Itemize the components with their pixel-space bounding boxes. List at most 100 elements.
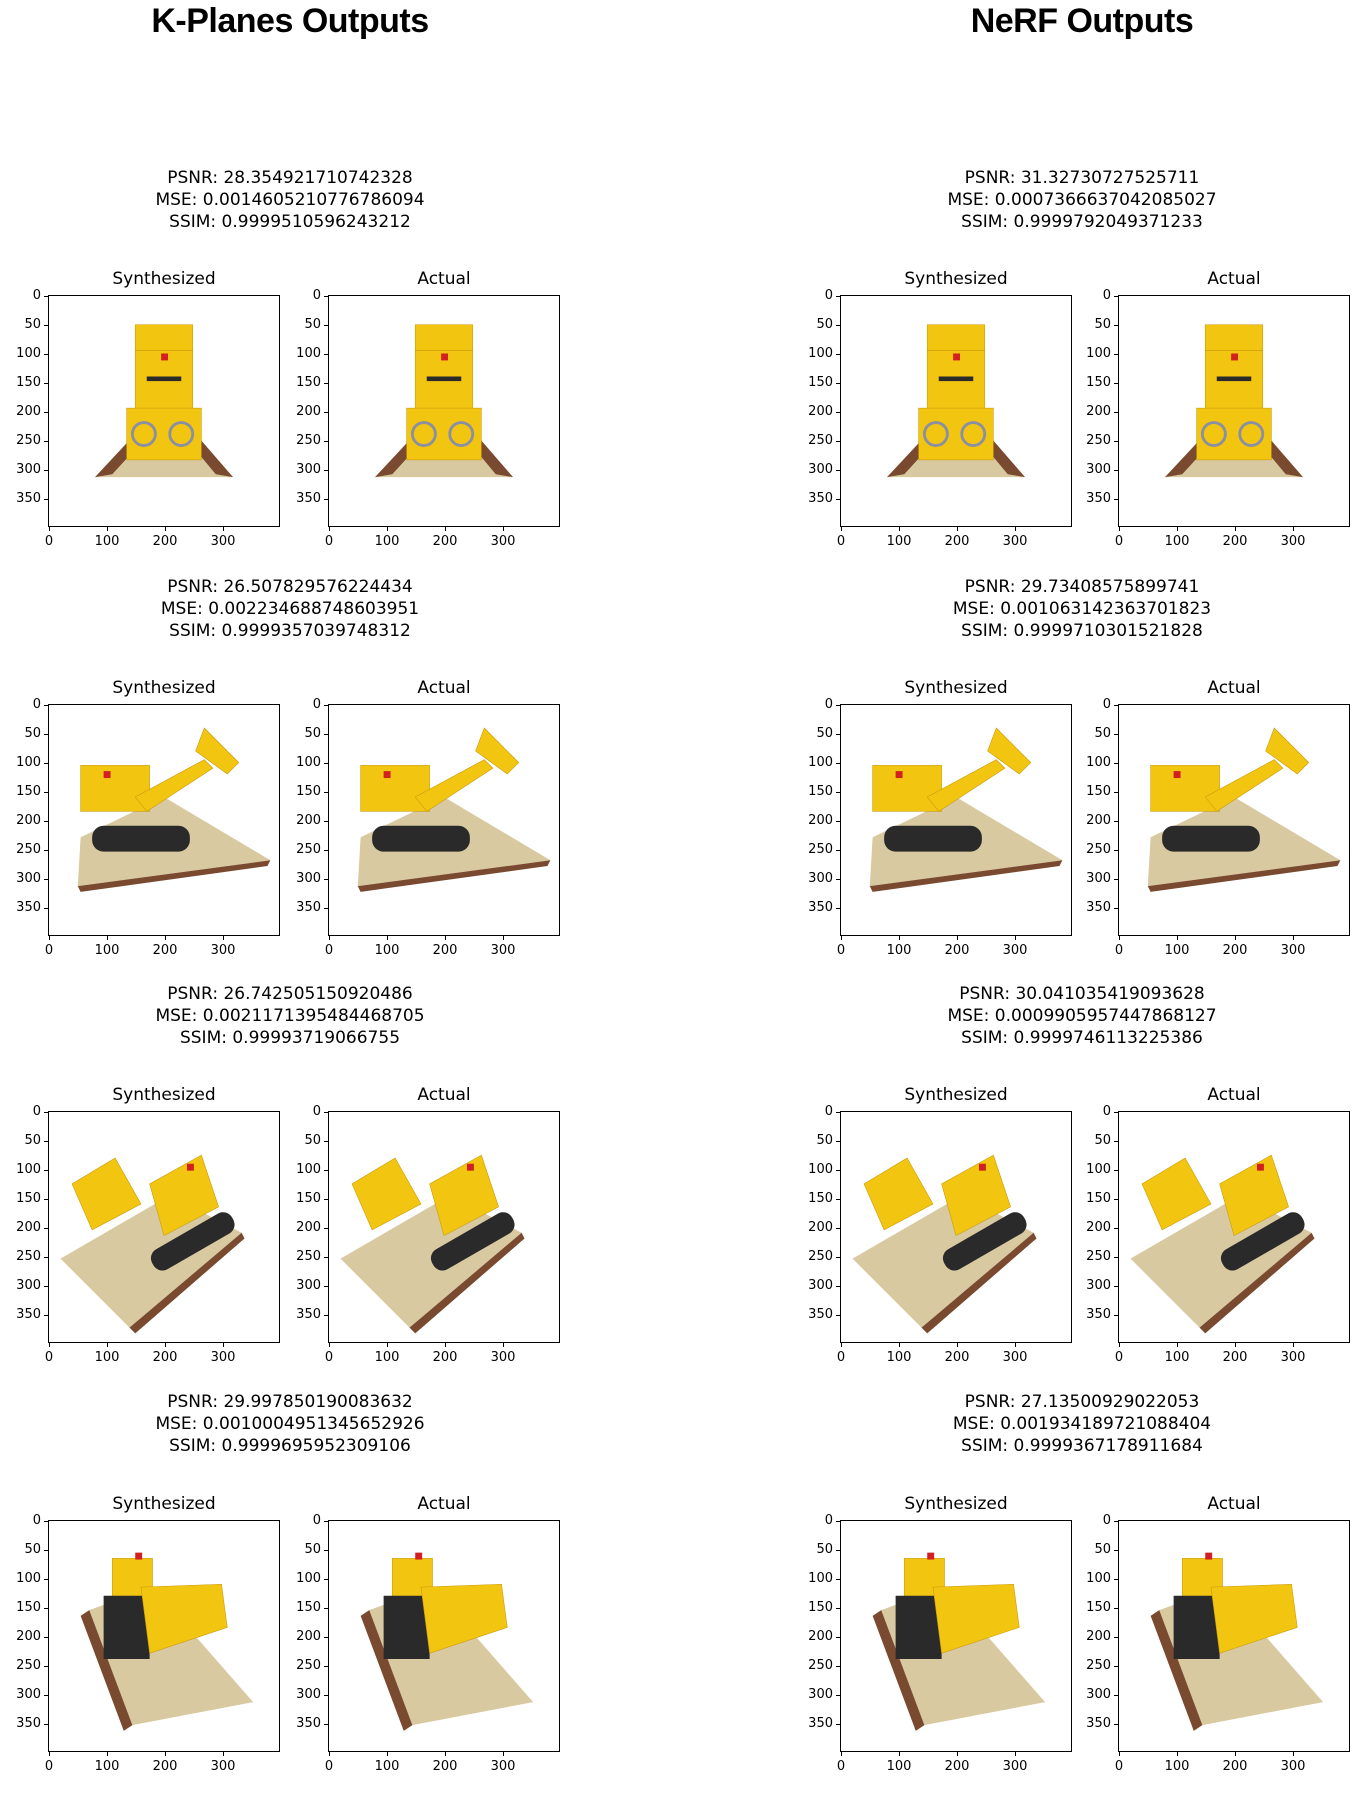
y-tick-label: 0 xyxy=(1102,1104,1111,1119)
y-tick-label: 300 xyxy=(296,462,321,477)
render-image xyxy=(95,324,233,478)
x-tick-label: 200 xyxy=(944,943,970,958)
y-tick-mark xyxy=(1114,499,1119,500)
y-tick-mark xyxy=(44,1257,49,1258)
render-image xyxy=(852,1154,1037,1334)
x-tick-mark xyxy=(841,526,842,531)
render-image xyxy=(375,324,513,478)
y-tick-label: 250 xyxy=(16,1658,41,1673)
y-tick-mark xyxy=(1114,908,1119,909)
x-tick-mark xyxy=(329,1751,330,1756)
y-tick-mark xyxy=(1114,763,1119,764)
actual-axes: Actual 0 50 100 150 200 250 300 350 0 100 200 300 xyxy=(1086,1494,1350,1774)
y-tick-mark xyxy=(44,383,49,384)
y-tick-label: 50 xyxy=(1094,726,1111,741)
y-tick-label: 150 xyxy=(16,1191,41,1206)
y-tick-mark xyxy=(836,1141,841,1142)
y-tick-mark xyxy=(1114,470,1119,471)
y-tick-label: 300 xyxy=(808,1687,833,1702)
x-tick-label: 300 xyxy=(1002,1350,1028,1365)
x-tick-label: 0 xyxy=(1114,534,1124,549)
y-tick-mark xyxy=(1114,1666,1119,1667)
y-tick-label: 100 xyxy=(808,1162,833,1177)
y-tick-label: 150 xyxy=(1086,784,1111,799)
actual-axes: Actual 0 50 100 150 200 250 300 350 0 100 200 300 xyxy=(296,269,560,549)
ssim-value: SSIM: 0.99993719066755 xyxy=(179,1028,401,1048)
y-tick-mark xyxy=(1114,1550,1119,1551)
y-tick-label: 100 xyxy=(16,346,41,361)
synthesized-axes: Synthesized 0 50 100 150 200 250 300 350 0 100 200 3… xyxy=(808,1494,1072,1774)
y-tick-mark xyxy=(44,1170,49,1171)
x-tick-label: 300 xyxy=(210,534,236,549)
panel-title: Synthesized xyxy=(112,1494,216,1514)
y-tick-mark xyxy=(1114,1228,1119,1229)
render-image xyxy=(872,1552,1046,1731)
x-tick-label: 300 xyxy=(1002,943,1028,958)
x-tick-mark xyxy=(445,1751,446,1756)
y-tick-mark xyxy=(836,821,841,822)
y-tick-label: 50 xyxy=(304,1133,321,1148)
y-tick-label: 150 xyxy=(16,784,41,799)
x-tick-mark xyxy=(1177,935,1178,940)
y-tick-mark xyxy=(324,441,329,442)
y-tick-mark xyxy=(44,470,49,471)
y-tick-mark xyxy=(1114,1608,1119,1609)
y-tick-label: 250 xyxy=(1086,1658,1111,1673)
y-tick-label: 100 xyxy=(16,1162,41,1177)
y-tick-label: 350 xyxy=(16,1716,41,1731)
y-tick-label: 50 xyxy=(24,1133,41,1148)
y-tick-mark xyxy=(44,1199,49,1200)
y-tick-label: 300 xyxy=(808,1278,833,1293)
x-tick-mark xyxy=(1235,1342,1236,1347)
x-tick-label: 300 xyxy=(210,1759,236,1774)
y-tick-label: 150 xyxy=(1086,1600,1111,1615)
y-tick-mark xyxy=(44,734,49,735)
y-tick-label: 250 xyxy=(808,842,833,857)
mse-value: MSE: 0.0021171395484468705 xyxy=(155,1006,425,1026)
x-tick-mark xyxy=(503,1342,504,1347)
render-image xyxy=(80,1552,254,1731)
psnr-value: PSNR: 28.354921710742328 xyxy=(167,168,413,188)
mse-value: MSE: 0.0010004951345652926 xyxy=(155,1414,425,1434)
y-tick-label: 200 xyxy=(1086,813,1111,828)
y-tick-mark xyxy=(836,763,841,764)
panel-title: Actual xyxy=(1207,1085,1261,1105)
mse-value: MSE: 0.001934189721088404 xyxy=(952,1414,1212,1434)
y-tick-mark xyxy=(324,879,329,880)
panel-title: Actual xyxy=(1207,1494,1261,1514)
y-tick-label: 200 xyxy=(296,1220,321,1235)
y-tick-label: 350 xyxy=(1086,491,1111,506)
x-tick-label: 200 xyxy=(1222,1759,1248,1774)
render-image xyxy=(869,727,1063,892)
y-tick-mark xyxy=(44,908,49,909)
x-tick-mark xyxy=(445,935,446,940)
y-tick-mark xyxy=(836,383,841,384)
y-tick-label: 350 xyxy=(1086,1307,1111,1322)
x-tick-mark xyxy=(49,526,50,531)
y-tick-label: 200 xyxy=(296,1629,321,1644)
y-tick-label: 0 xyxy=(312,697,321,712)
y-tick-mark xyxy=(44,1228,49,1229)
y-tick-mark xyxy=(1114,441,1119,442)
y-tick-mark xyxy=(836,325,841,326)
x-tick-mark xyxy=(223,526,224,531)
x-tick-label: 0 xyxy=(836,1759,846,1774)
y-tick-label: 300 xyxy=(16,1687,41,1702)
y-tick-mark xyxy=(1114,1724,1119,1725)
synthesized-axes: Synthesized 0 50 100 150 200 250 300 350 0 100 200 3… xyxy=(808,1085,1072,1365)
x-tick-mark xyxy=(329,526,330,531)
y-tick-mark xyxy=(1114,850,1119,851)
panel-title: Synthesized xyxy=(904,1494,1008,1514)
y-tick-mark xyxy=(1114,1286,1119,1287)
y-tick-mark xyxy=(324,1608,329,1609)
y-tick-mark xyxy=(324,296,329,297)
metrics-block: PSNR: 31.32730727525711 MSE: 0.0007366637… xyxy=(822,167,1342,233)
y-tick-mark xyxy=(44,1579,49,1580)
x-tick-mark xyxy=(1293,1342,1294,1347)
y-tick-mark xyxy=(44,1286,49,1287)
y-tick-mark xyxy=(44,1695,49,1696)
actual-axes: Actual 0 50 100 150 200 250 300 350 0 100 200 300 xyxy=(1086,678,1350,958)
y-tick-mark xyxy=(836,1112,841,1113)
y-tick-mark xyxy=(44,763,49,764)
y-tick-label: 100 xyxy=(296,346,321,361)
